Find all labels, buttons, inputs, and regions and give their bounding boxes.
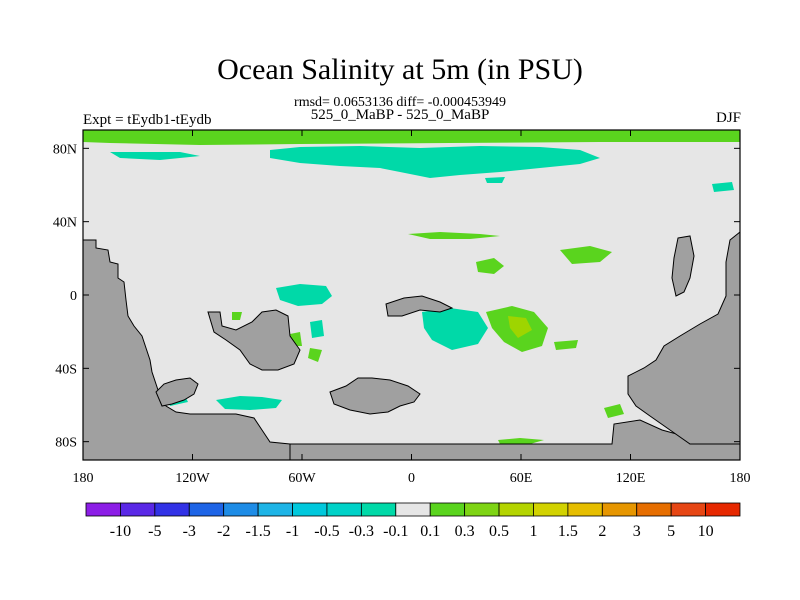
- colorbar-label: 0.1: [420, 523, 440, 540]
- colorbar-box: [292, 502, 328, 517]
- north-atlantic-positive-patch: [408, 232, 500, 239]
- colorbar-label: -1.5: [245, 523, 270, 540]
- central-island-west: [207, 309, 301, 371]
- colorbar-box: [395, 502, 431, 517]
- southern-positive-patch-1: [604, 404, 624, 418]
- lat-tick-label: 80N: [53, 142, 77, 157]
- atlantic-small-patch: [485, 177, 505, 183]
- colorbar-label: -5: [148, 523, 161, 540]
- lat-tick-label: 0: [70, 289, 77, 304]
- colorbar-label: 5: [667, 523, 675, 540]
- lon-tick-label: 180: [73, 471, 94, 486]
- tropical-negative-patch-3: [310, 320, 324, 338]
- colorbar-box: [223, 502, 259, 517]
- colorbar-label: -3: [183, 523, 196, 540]
- latitude-axis: 80N 40N 0 40S 80S: [53, 142, 740, 451]
- colorbar-box: [464, 502, 500, 517]
- colorbar-box: [567, 502, 603, 517]
- colorbar-box: [533, 502, 569, 517]
- colorbar-box: [601, 502, 638, 517]
- colorbar-box: [257, 502, 293, 517]
- lon-tick-label: 120W: [175, 471, 210, 486]
- colorbar-label: 1.5: [558, 523, 578, 540]
- lon-tick-label: 180: [730, 471, 751, 486]
- colorbar-box: [85, 502, 121, 517]
- lat-tick-label: 40S: [55, 362, 77, 377]
- lat-tick-label: 80S: [55, 436, 77, 451]
- colorbar-box: [120, 502, 156, 517]
- plot-title: Ocean Salinity at 5m (in PSU): [217, 53, 583, 86]
- colorbar-box: [429, 502, 466, 517]
- colorbar-box: [326, 502, 362, 517]
- colorbar-box: [360, 502, 397, 517]
- central-island-east: [385, 295, 454, 317]
- southern-negative-patch: [216, 396, 282, 410]
- colorbar-box: [188, 502, 225, 517]
- longitude-axis: 180 120W 60W 0 60E 120E 180: [73, 130, 751, 486]
- season-label: DJF: [715, 110, 741, 126]
- colorbar-label: -2: [217, 523, 230, 540]
- colorbar-label: -0.3: [349, 523, 374, 540]
- tropical-negative-patch-1: [276, 284, 332, 306]
- east-positive-patch-1: [560, 246, 612, 264]
- gulf-negative-patch: [110, 152, 200, 160]
- experiment-label: Expt = tEydb1-tEydb: [83, 112, 212, 128]
- colorbar-box: [154, 502, 190, 517]
- south-atlantic-positive-patch: [554, 340, 578, 350]
- colorbar-box: [670, 502, 706, 517]
- south-pacific-positive-patch-1: [232, 312, 242, 320]
- lat-tick-label: 40N: [53, 216, 77, 231]
- east-positive-patch-2: [476, 258, 504, 274]
- colorbar-box: [636, 502, 672, 517]
- colorbar-label: 2: [598, 523, 606, 540]
- southern-positive-patch-2: [498, 438, 544, 444]
- lon-tick-label: 120E: [616, 471, 646, 486]
- south-pacific-positive-patch-3: [308, 348, 322, 362]
- period-label: 525_0_MaBP - 525_0_MaBP: [310, 107, 490, 123]
- colorbar-box: [705, 502, 741, 517]
- colorbar-label: 3: [633, 523, 641, 540]
- colorbar-label: 1: [529, 523, 537, 540]
- colorbar-label: 10: [698, 523, 714, 540]
- north-pacific-negative-patch: [270, 146, 600, 178]
- colorbar: -10 -5 -3 -2 -1.5 -1 -0.5 -0.3 -0.1 0.1 0.3 0.5 1 1.5…: [85, 502, 741, 540]
- ocean-background: [83, 130, 740, 460]
- colorbar-box: [498, 502, 534, 517]
- southern-island: [329, 377, 421, 415]
- tropical-positive-patch-inner: [508, 316, 532, 338]
- western-continent: [83, 239, 301, 460]
- colorbar-label: -0.5: [314, 523, 339, 540]
- far-east-patch: [712, 182, 734, 192]
- colorbar-label: -10: [110, 523, 131, 540]
- tropical-negative-patch-2: [422, 308, 488, 350]
- eastern-continent: [627, 231, 740, 445]
- colorbar-label: -0.1: [383, 523, 408, 540]
- colorbar-label: -1: [286, 523, 299, 540]
- colorbar-label: 0.3: [455, 523, 475, 540]
- eastern-peninsula: [671, 235, 695, 297]
- lon-tick-label: 60E: [510, 471, 533, 486]
- rmsd-diff-subtitle: rmsd= 0.0653136 diff= -0.000453949: [294, 95, 506, 110]
- southwest-island: [155, 377, 199, 407]
- lon-tick-label: 60W: [288, 471, 316, 486]
- lon-tick-label: 0: [408, 471, 415, 486]
- colorbar-label: 0.5: [489, 523, 509, 540]
